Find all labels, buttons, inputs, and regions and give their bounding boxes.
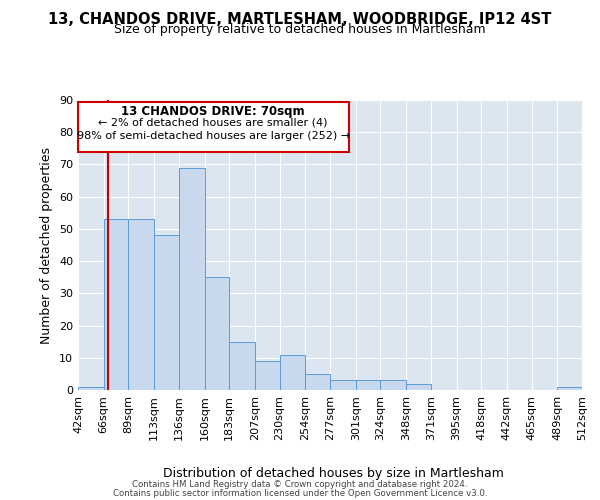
Bar: [557, 387, 582, 390]
Text: 13 CHANDOS DRIVE: 70sqm: 13 CHANDOS DRIVE: 70sqm: [121, 105, 305, 118]
Bar: [128, 219, 154, 390]
Bar: [229, 342, 255, 390]
Bar: [380, 380, 406, 390]
Bar: [255, 361, 280, 390]
Bar: [205, 277, 229, 390]
Bar: [179, 168, 205, 390]
Y-axis label: Number of detached properties: Number of detached properties: [40, 146, 53, 344]
Bar: [356, 380, 380, 390]
FancyBboxPatch shape: [78, 102, 349, 152]
Text: Distribution of detached houses by size in Martlesham: Distribution of detached houses by size …: [163, 467, 503, 480]
Bar: [305, 374, 330, 390]
Bar: [154, 236, 179, 390]
Bar: [78, 387, 104, 390]
Bar: [406, 384, 431, 390]
Text: 13, CHANDOS DRIVE, MARTLESHAM, WOODBRIDGE, IP12 4ST: 13, CHANDOS DRIVE, MARTLESHAM, WOODBRIDG…: [49, 12, 551, 28]
Text: Size of property relative to detached houses in Martlesham: Size of property relative to detached ho…: [114, 24, 486, 36]
Bar: [330, 380, 356, 390]
Text: ← 2% of detached houses are smaller (4): ← 2% of detached houses are smaller (4): [98, 118, 328, 128]
Text: 98% of semi-detached houses are larger (252) →: 98% of semi-detached houses are larger (…: [77, 130, 350, 140]
Text: Contains public sector information licensed under the Open Government Licence v3: Contains public sector information licen…: [113, 488, 487, 498]
Text: Contains HM Land Registry data © Crown copyright and database right 2024.: Contains HM Land Registry data © Crown c…: [132, 480, 468, 489]
Bar: [104, 219, 128, 390]
Bar: [280, 354, 305, 390]
